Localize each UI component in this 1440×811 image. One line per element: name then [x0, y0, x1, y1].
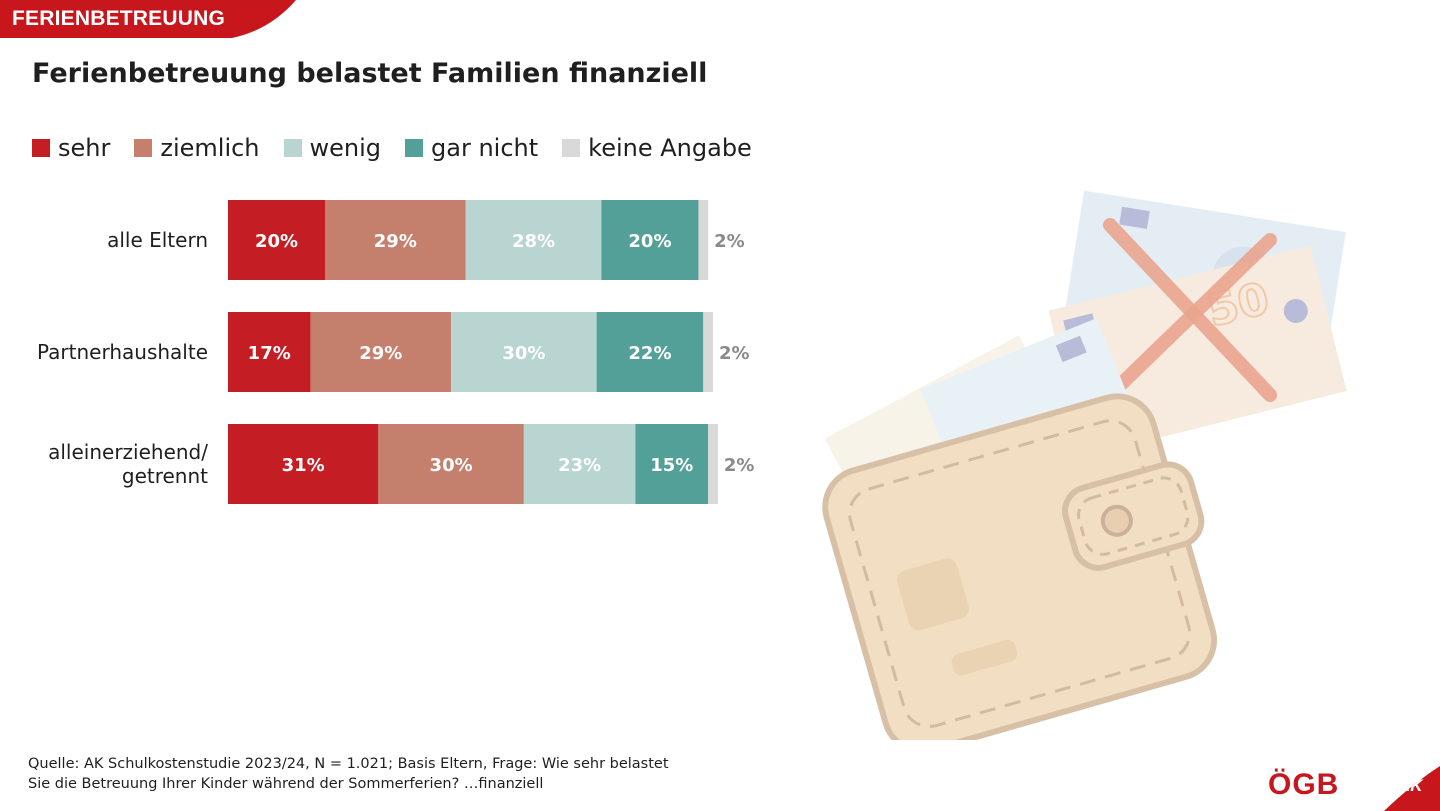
- category-label: alleinerziehend/: [48, 440, 208, 464]
- bar-segment-wenig: [523, 424, 636, 504]
- data-label: 28%: [512, 231, 555, 252]
- data-label: 29%: [359, 343, 402, 364]
- section-tag: FERIENBETREUUNG: [0, 0, 296, 38]
- category-label: alle Eltern: [107, 228, 208, 252]
- chart-title: Ferienbetreuung belastet Familien finanz…: [32, 58, 708, 89]
- bar-segment-gar-nicht: [635, 424, 709, 504]
- legend-label-sehr: sehr: [58, 134, 111, 162]
- legend-swatch-gar-nicht: [405, 139, 424, 157]
- legend-swatch-ziemlich: [134, 139, 153, 157]
- data-label: 31%: [282, 455, 325, 476]
- source-line-2: Sie die Betreuung Ihrer Kinder während d…: [28, 776, 544, 792]
- legend-label-keine-angabe: keine Angabe: [588, 134, 752, 162]
- legend-item-ziemlich: ziemlich: [134, 134, 260, 162]
- data-label: 30%: [430, 455, 473, 476]
- legend-item-sehr: sehr: [32, 134, 110, 162]
- data-label: 23%: [558, 455, 601, 476]
- bar-segment-gar-nicht: [596, 312, 704, 392]
- legend-swatch-wenig: [283, 139, 302, 157]
- legend-label-wenig: wenig: [309, 134, 382, 162]
- data-label-outside: 2%: [724, 455, 755, 476]
- data-label: 30%: [502, 343, 545, 364]
- ak-logo-text: AK: [1398, 776, 1423, 795]
- bar-segment-wenig: [465, 200, 602, 280]
- category-label: Partnerhaushalte: [37, 340, 208, 364]
- data-label: 29%: [374, 231, 417, 252]
- legend-label-gar-nicht: gar nicht: [431, 134, 539, 162]
- chart-legend: sehr ziemlich wenig gar nicht keine Angabe: [32, 130, 776, 166]
- wallet-with-euro-banknotes-icon: 50: [822, 190, 1347, 740]
- data-label: 17%: [248, 343, 291, 364]
- data-label-outside: 2%: [719, 343, 750, 364]
- data-label: 15%: [650, 455, 693, 476]
- legend-label-ziemlich: ziemlich: [160, 134, 260, 162]
- legend-swatch-keine-angabe: [562, 139, 581, 157]
- legend-item-keine-angabe: keine Angabe: [562, 134, 752, 162]
- ak-logo-shape: [1384, 766, 1440, 811]
- bar-segment-keine-angabe: [698, 200, 709, 280]
- data-label: 20%: [255, 231, 298, 252]
- data-label: 20%: [628, 231, 671, 252]
- legend-item-wenig: wenig: [283, 134, 382, 162]
- data-label: 22%: [628, 343, 671, 364]
- section-tag-label: FERIENBETREUUNG: [12, 7, 226, 30]
- source-line-1: Quelle: AK Schulkostenstudie 2023/24, N …: [28, 756, 669, 772]
- ak-logo: AK: [1362, 766, 1440, 811]
- source-note: Quelle: AK Schulkostenstudie 2023/24, N …: [28, 754, 669, 794]
- bar-segment-sehr: [228, 312, 311, 392]
- bar-segment-gar-nicht: [601, 200, 699, 280]
- bar-segment-ziemlich: [378, 424, 524, 504]
- stacked-bar-chart: alle Eltern 20% 29% 28% 20% 2% Partnerhaushalt…: [37, 200, 755, 504]
- bar-segment-ziemlich: [325, 200, 466, 280]
- bar-segment-wenig: [451, 312, 597, 392]
- bar-segment-ziemlich: [310, 312, 452, 392]
- section-tag-shape: [0, 0, 296, 38]
- category-label: getrennt: [122, 464, 208, 488]
- bar-segment-keine-angabe: [703, 312, 713, 392]
- legend-item-gar-nicht: gar nicht: [405, 134, 538, 162]
- bar-segment-sehr: [228, 200, 325, 280]
- bar-segment-keine-angabe: [708, 424, 718, 504]
- bar-segment-sehr: [228, 424, 379, 504]
- oegb-logo: ÖGB: [1268, 768, 1340, 801]
- legend-swatch-sehr: [32, 139, 50, 157]
- data-label-outside: 2%: [714, 231, 745, 252]
